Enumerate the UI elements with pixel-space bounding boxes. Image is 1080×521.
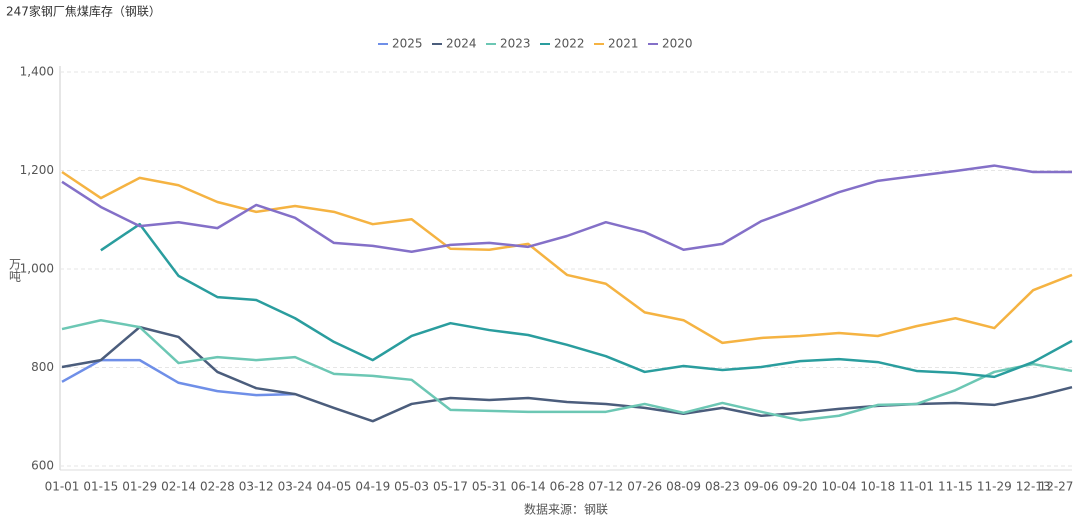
- x-tick-label: 08-09: [666, 480, 701, 494]
- x-tick-label: 04-05: [316, 480, 351, 494]
- legend-label: 2023: [500, 37, 531, 51]
- y-tick-label: 1,200: [20, 163, 54, 177]
- legend-item: 2020: [648, 37, 693, 51]
- series-line: [100, 222, 1073, 379]
- x-tick-label: 03-12: [239, 480, 274, 494]
- x-tick-label: 08-23: [705, 480, 740, 494]
- chart-title: 247家钢厂焦煤库存（钢联）: [6, 4, 161, 19]
- x-tick-label: 05-17: [433, 480, 468, 494]
- x-tick-label: 01-29: [122, 480, 157, 494]
- x-tick-label: 07-12: [588, 480, 623, 494]
- x-tick-label: 10-18: [860, 480, 895, 494]
- x-tick-label: 01-15: [83, 480, 118, 494]
- y-tick-label: 1,000: [20, 262, 54, 276]
- legend-label: 2022: [554, 37, 585, 51]
- x-tick-label: 02-14: [161, 480, 196, 494]
- legend-item: 2025: [378, 37, 423, 51]
- series-line: [61, 325, 1073, 423]
- x-tick-label: 05-31: [472, 480, 507, 494]
- legend-label: 2024: [446, 37, 477, 51]
- y-tick-label: 800: [31, 360, 54, 374]
- x-tick-label: 01-01: [45, 480, 80, 494]
- y-tick-label: 600: [31, 459, 54, 473]
- x-tick-label: 02-28: [200, 480, 235, 494]
- y-axis-label: 万吨: [8, 258, 22, 282]
- x-tick-label: 05-03: [394, 480, 429, 494]
- legend-item: 2021: [594, 37, 639, 51]
- x-tick-label: 09-20: [783, 480, 818, 494]
- x-tick-label: 12-13: [1016, 480, 1051, 494]
- x-tick-label: 06-14: [511, 480, 546, 494]
- x-tick-label: 11-15: [938, 480, 973, 494]
- legend-label: 2025: [392, 37, 423, 51]
- x-tick-label: 04-19: [355, 480, 390, 494]
- x-tick-label: 07-26: [627, 480, 662, 494]
- legend-label: 2020: [662, 37, 693, 51]
- x-tick-label: 10-04: [821, 480, 856, 494]
- legend-label: 2021: [608, 37, 639, 51]
- x-tick-label: 09-06: [744, 480, 779, 494]
- legend-item: 2022: [540, 37, 585, 51]
- series-line: [61, 170, 1073, 345]
- x-tick-label: 11-01: [899, 480, 934, 494]
- series-line: [61, 318, 1073, 422]
- x-tick-label: 11-29: [977, 480, 1012, 494]
- x-tick-label: 03-24: [278, 480, 313, 494]
- x-tick-label: 06-28: [550, 480, 585, 494]
- x-tick-label: 12-27: [1039, 480, 1074, 494]
- y-tick-label: 1,400: [20, 65, 54, 79]
- legend-item: 2023: [486, 37, 531, 51]
- legend-item: 2024: [432, 37, 477, 51]
- series-line: [61, 164, 1072, 254]
- x-axis-label: 数据来源：钢联: [524, 502, 608, 517]
